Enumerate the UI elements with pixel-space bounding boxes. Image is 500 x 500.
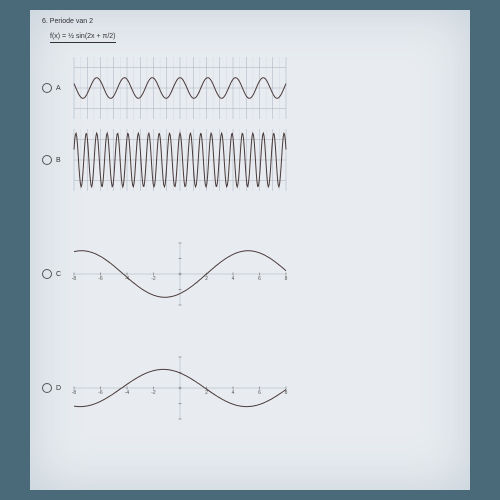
- option-A[interactable]: A: [42, 53, 458, 123]
- option-plot: -8 -6 -4 -2 2 4 6 8: [70, 353, 290, 423]
- question-number: 6.: [42, 18, 48, 25]
- plot-svg: -8 -6 -4 -2 2 4 6 8: [70, 353, 290, 423]
- svg-text:4: 4: [232, 390, 235, 396]
- svg-text:-2: -2: [151, 276, 156, 282]
- svg-text:-6: -6: [98, 390, 103, 396]
- svg-text:-2: -2: [151, 390, 156, 396]
- spacer: [42, 197, 458, 237]
- radio-icon[interactable]: [42, 269, 52, 279]
- options-container: A B C -8 -6 -4 -2 2 4 6 8 D -8 -6 -4 -2 2 4 6 8: [42, 53, 458, 423]
- svg-text:-4: -4: [125, 390, 130, 396]
- option-label: C: [56, 271, 66, 278]
- svg-text:-8: -8: [72, 390, 77, 396]
- question-prompt: Periode van 2: [50, 18, 93, 25]
- svg-text:8: 8: [285, 276, 288, 282]
- svg-text:4: 4: [232, 276, 235, 282]
- plot-svg: -8-6-4-22468: [70, 239, 290, 309]
- option-label: A: [56, 85, 66, 92]
- option-C[interactable]: C -8-6-4-22468: [42, 239, 458, 309]
- worksheet-page: 6. Periode van 2 f(x) = ½ sin(2x + π/2) …: [30, 10, 470, 490]
- svg-text:2: 2: [205, 276, 208, 282]
- option-B[interactable]: B: [42, 125, 458, 195]
- question-formula: f(x) = ½ sin(2x + π/2): [50, 33, 116, 43]
- svg-text:-6: -6: [98, 276, 103, 282]
- radio-icon[interactable]: [42, 83, 52, 93]
- svg-text:-8: -8: [72, 276, 77, 282]
- plot-svg: [70, 53, 290, 123]
- svg-text:6: 6: [258, 276, 261, 282]
- option-plot: -8-6-4-22468: [70, 239, 290, 309]
- plot-svg: [70, 125, 290, 195]
- option-D[interactable]: D -8 -6 -4 -2 2 4 6 8: [42, 353, 458, 423]
- grid: [74, 57, 290, 119]
- option-label: D: [56, 385, 66, 392]
- question-header: 6. Periode van 2: [42, 18, 458, 25]
- svg-text:2: 2: [205, 390, 208, 396]
- spacer: [42, 311, 458, 351]
- radio-icon[interactable]: [42, 155, 52, 165]
- svg-text:6: 6: [258, 390, 261, 396]
- option-label: B: [56, 157, 66, 164]
- option-plot: [70, 53, 290, 123]
- radio-icon[interactable]: [42, 383, 52, 393]
- option-plot: [70, 125, 290, 195]
- svg-text:8: 8: [285, 390, 288, 396]
